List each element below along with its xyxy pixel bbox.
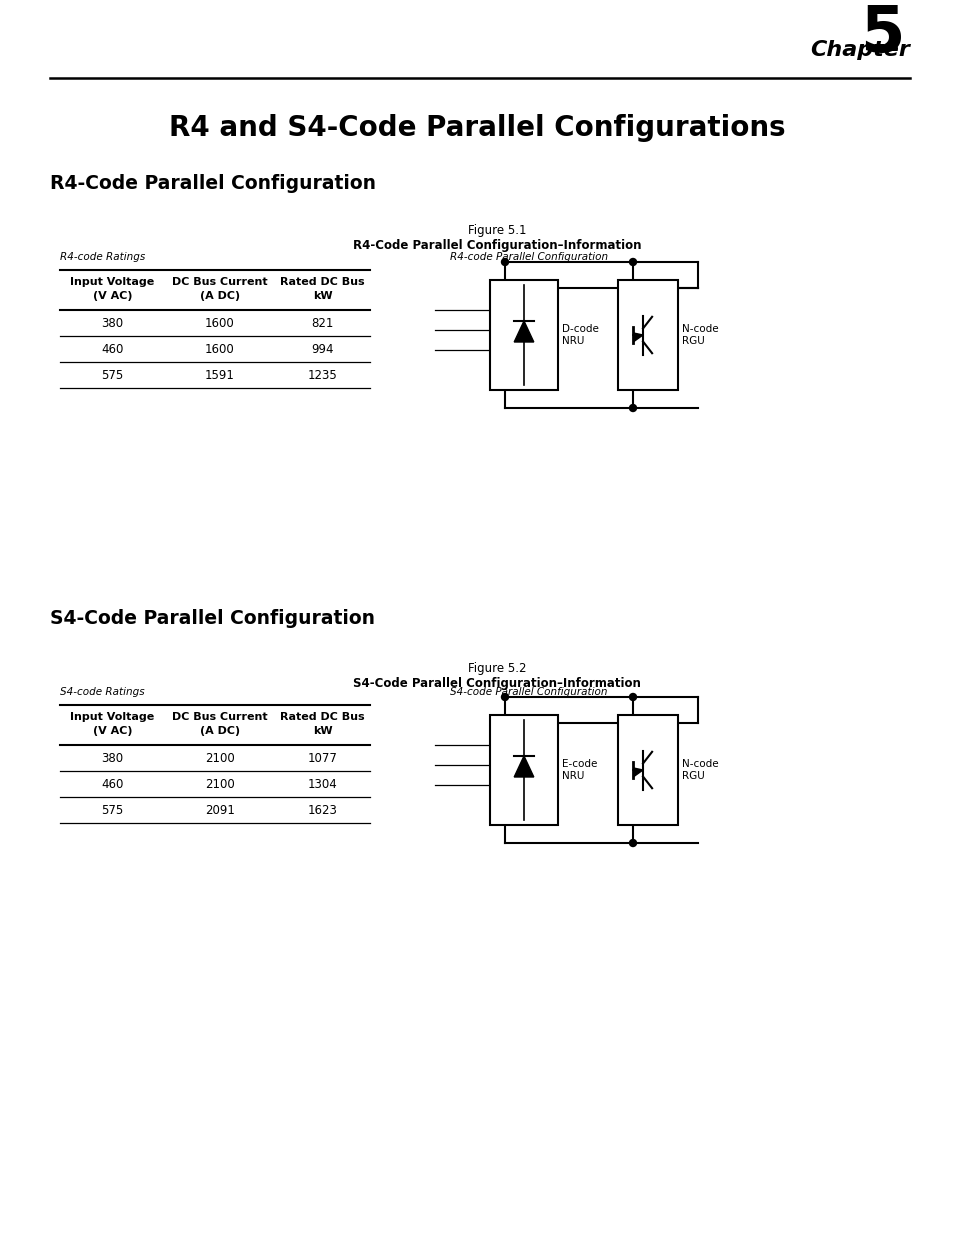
- Text: R4-Code Parallel Configuration–Information: R4-Code Parallel Configuration–Informati…: [353, 238, 640, 252]
- Text: N-code
RGU: N-code RGU: [681, 760, 718, 781]
- Text: S4-code Ratings: S4-code Ratings: [60, 687, 145, 697]
- Text: 2100: 2100: [205, 752, 234, 764]
- Text: R4-Code Parallel Configuration: R4-Code Parallel Configuration: [50, 173, 375, 193]
- Circle shape: [629, 840, 636, 846]
- Text: 1600: 1600: [205, 342, 234, 356]
- Text: Input Voltage: Input Voltage: [71, 277, 154, 287]
- Text: 380: 380: [101, 752, 124, 764]
- Polygon shape: [633, 768, 642, 777]
- Text: E-code
NRU: E-code NRU: [561, 760, 597, 781]
- Text: R4-code Parallel Configuration: R4-code Parallel Configuration: [450, 252, 607, 262]
- Text: (A DC): (A DC): [200, 291, 240, 301]
- Text: 575: 575: [101, 368, 124, 382]
- Text: D-code
NRU: D-code NRU: [561, 325, 598, 346]
- Text: 994: 994: [311, 342, 334, 356]
- Text: 460: 460: [101, 342, 124, 356]
- Text: kW: kW: [313, 291, 332, 301]
- Bar: [618, 715, 678, 825]
- Text: kW: kW: [313, 726, 332, 736]
- Text: 5: 5: [860, 2, 904, 65]
- Circle shape: [629, 258, 636, 266]
- Text: (V AC): (V AC): [92, 291, 132, 301]
- Text: Figure 5.2: Figure 5.2: [467, 662, 526, 674]
- Text: 1304: 1304: [307, 778, 337, 790]
- Bar: [618, 280, 678, 390]
- Circle shape: [501, 694, 508, 700]
- Bar: [490, 280, 558, 390]
- Text: 1077: 1077: [307, 752, 337, 764]
- Text: S4-Code Parallel Configuration–Information: S4-Code Parallel Configuration–Informati…: [353, 677, 640, 689]
- Text: S4-Code Parallel Configuration: S4-Code Parallel Configuration: [50, 609, 375, 627]
- Bar: [490, 715, 558, 825]
- Text: Figure 5.1: Figure 5.1: [467, 224, 526, 236]
- Text: DC Bus Current: DC Bus Current: [172, 713, 268, 722]
- Text: 821: 821: [311, 316, 334, 330]
- Text: DC Bus Current: DC Bus Current: [172, 277, 268, 287]
- Text: 2100: 2100: [205, 778, 234, 790]
- Text: R4 and S4-Code Parallel Configurations: R4 and S4-Code Parallel Configurations: [169, 114, 784, 142]
- Text: Chapter: Chapter: [809, 40, 909, 61]
- Polygon shape: [514, 321, 534, 342]
- Text: 460: 460: [101, 778, 124, 790]
- Text: 1235: 1235: [307, 368, 337, 382]
- Text: R4-code Ratings: R4-code Ratings: [60, 252, 145, 262]
- Circle shape: [629, 694, 636, 700]
- Circle shape: [629, 405, 636, 411]
- Text: S4-code Parallel Configuration: S4-code Parallel Configuration: [450, 687, 607, 697]
- Text: Rated DC Bus: Rated DC Bus: [280, 277, 364, 287]
- Text: Rated DC Bus: Rated DC Bus: [280, 713, 364, 722]
- Text: 1591: 1591: [205, 368, 234, 382]
- Text: 575: 575: [101, 804, 124, 816]
- Text: 380: 380: [101, 316, 124, 330]
- Polygon shape: [514, 756, 534, 777]
- Text: (V AC): (V AC): [92, 726, 132, 736]
- Text: 1600: 1600: [205, 316, 234, 330]
- Text: 1623: 1623: [307, 804, 337, 816]
- Text: Input Voltage: Input Voltage: [71, 713, 154, 722]
- Text: N-code
RGU: N-code RGU: [681, 325, 718, 346]
- Circle shape: [501, 258, 508, 266]
- Polygon shape: [633, 333, 642, 342]
- Text: 2091: 2091: [205, 804, 234, 816]
- Text: (A DC): (A DC): [200, 726, 240, 736]
